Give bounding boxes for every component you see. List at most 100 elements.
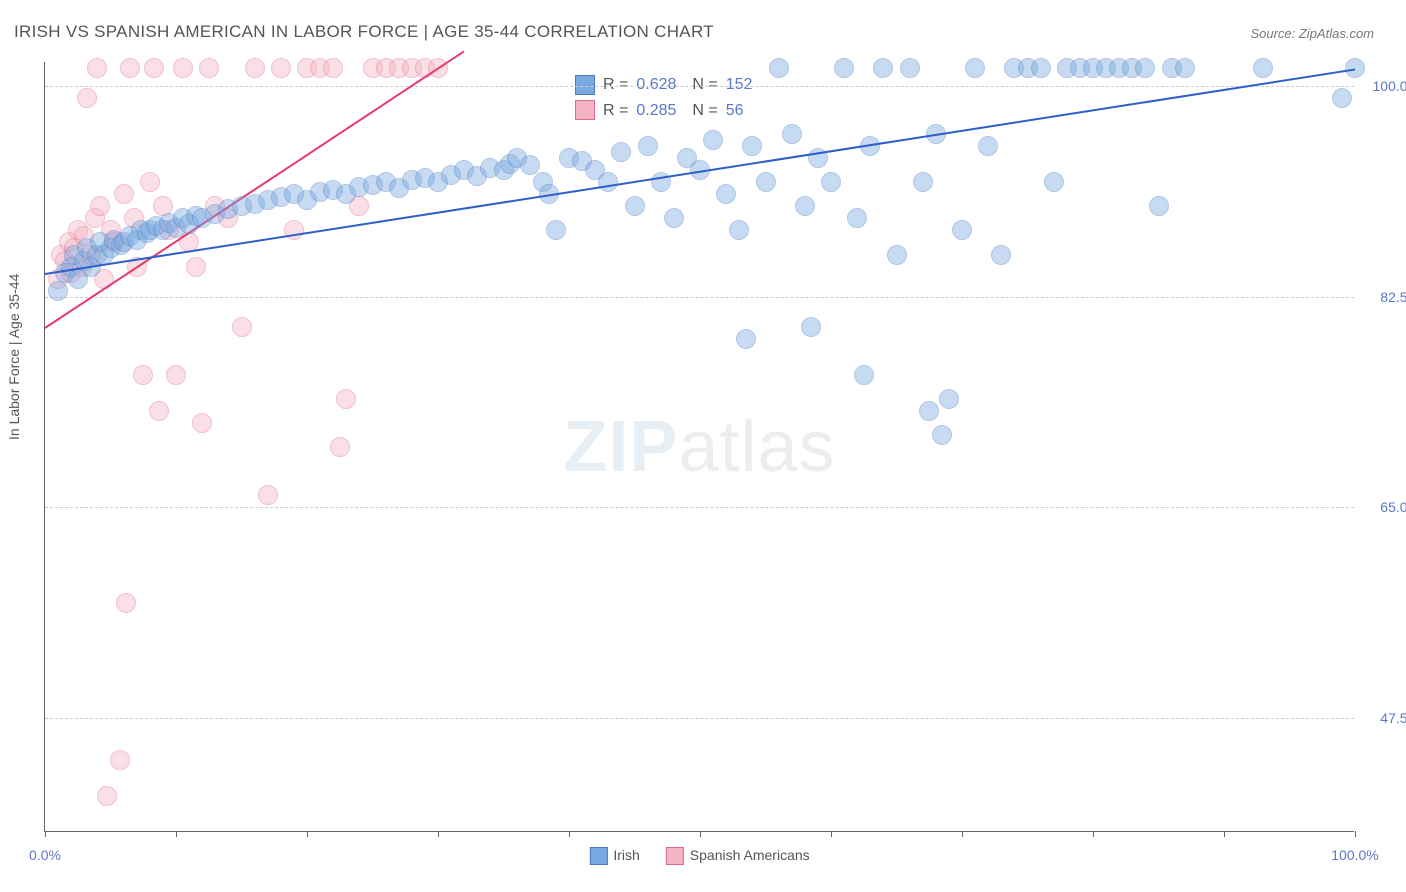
data-point — [965, 58, 985, 78]
x-tick — [438, 831, 439, 837]
data-point — [97, 786, 117, 806]
y-tick-label: 100.0% — [1360, 78, 1406, 94]
data-point — [199, 58, 219, 78]
gridline — [45, 86, 1354, 87]
data-point — [952, 220, 972, 240]
data-point — [834, 58, 854, 78]
data-point — [847, 208, 867, 228]
x-tick-label: 100.0% — [1331, 847, 1378, 863]
data-point — [1044, 172, 1064, 192]
data-point — [769, 58, 789, 78]
x-tick — [700, 831, 701, 837]
data-point — [1332, 88, 1352, 108]
data-point — [919, 401, 939, 421]
data-point — [520, 155, 540, 175]
data-point — [284, 220, 304, 240]
data-point — [598, 172, 618, 192]
data-point — [133, 365, 153, 385]
x-tick — [307, 831, 308, 837]
data-point — [336, 389, 356, 409]
data-point — [271, 58, 291, 78]
data-point — [1135, 58, 1155, 78]
data-point — [703, 130, 723, 150]
data-point — [887, 245, 907, 265]
data-point — [1345, 58, 1365, 78]
y-tick-label: 82.5% — [1360, 289, 1406, 305]
data-point — [48, 281, 68, 301]
data-point — [90, 196, 110, 216]
data-point — [638, 136, 658, 156]
gridline — [45, 297, 1354, 298]
scatter-plot-area: ZIPatlas R =0.628 N =152 R =0.285 N =56 … — [44, 62, 1354, 832]
data-point — [939, 389, 959, 409]
x-tick-label: 0.0% — [29, 847, 61, 863]
data-point — [110, 750, 130, 770]
data-point — [1149, 196, 1169, 216]
data-point — [1253, 58, 1273, 78]
data-point — [729, 220, 749, 240]
data-point — [258, 485, 278, 505]
stats-row-irish: R =0.628 N =152 — [575, 72, 774, 98]
x-tick — [831, 831, 832, 837]
x-tick — [176, 831, 177, 837]
data-point — [245, 58, 265, 78]
data-point — [932, 425, 952, 445]
source-attribution: Source: ZipAtlas.com — [1250, 26, 1374, 41]
gridline — [45, 718, 1354, 719]
data-point — [742, 136, 762, 156]
data-point — [173, 58, 193, 78]
data-point — [900, 58, 920, 78]
data-point — [1175, 58, 1195, 78]
legend-item-spanish: Spanish Americans — [666, 847, 810, 865]
swatch-spanish — [666, 847, 684, 865]
data-point — [144, 58, 164, 78]
data-point — [192, 413, 212, 433]
data-point — [716, 184, 736, 204]
data-point — [873, 58, 893, 78]
legend: Irish Spanish Americans — [589, 847, 809, 865]
data-point — [795, 196, 815, 216]
data-point — [120, 58, 140, 78]
data-point — [140, 172, 160, 192]
data-point — [978, 136, 998, 156]
data-point — [625, 196, 645, 216]
data-point — [756, 172, 776, 192]
data-point — [546, 220, 566, 240]
data-point — [232, 317, 252, 337]
data-point — [821, 172, 841, 192]
swatch-irish — [589, 847, 607, 865]
watermark: ZIPatlas — [563, 406, 835, 488]
y-tick-label: 47.5% — [1360, 710, 1406, 726]
data-point — [736, 329, 756, 349]
data-point — [330, 437, 350, 457]
swatch-irish — [575, 75, 595, 95]
data-point — [991, 245, 1011, 265]
x-tick — [569, 831, 570, 837]
data-point — [87, 58, 107, 78]
correlation-stats-box: R =0.628 N =152 R =0.285 N =56 — [565, 68, 784, 127]
gridline — [45, 507, 1354, 508]
data-point — [116, 593, 136, 613]
data-point — [913, 172, 933, 192]
data-point — [114, 184, 134, 204]
swatch-spanish — [575, 100, 595, 120]
data-point — [149, 401, 169, 421]
data-point — [1031, 58, 1051, 78]
data-point — [186, 257, 206, 277]
x-tick — [962, 831, 963, 837]
data-point — [854, 365, 874, 385]
x-tick — [1355, 831, 1356, 837]
x-tick — [1093, 831, 1094, 837]
legend-item-irish: Irish — [589, 847, 639, 865]
data-point — [801, 317, 821, 337]
data-point — [77, 88, 97, 108]
data-point — [782, 124, 802, 144]
data-point — [323, 58, 343, 78]
stats-row-spanish: R =0.285 N =56 — [575, 98, 774, 124]
data-point — [166, 365, 186, 385]
x-tick — [1224, 831, 1225, 837]
data-point — [664, 208, 684, 228]
y-tick-label: 65.0% — [1360, 499, 1406, 515]
chart-title: IRISH VS SPANISH AMERICAN IN LABOR FORCE… — [14, 22, 714, 42]
x-tick — [45, 831, 46, 837]
